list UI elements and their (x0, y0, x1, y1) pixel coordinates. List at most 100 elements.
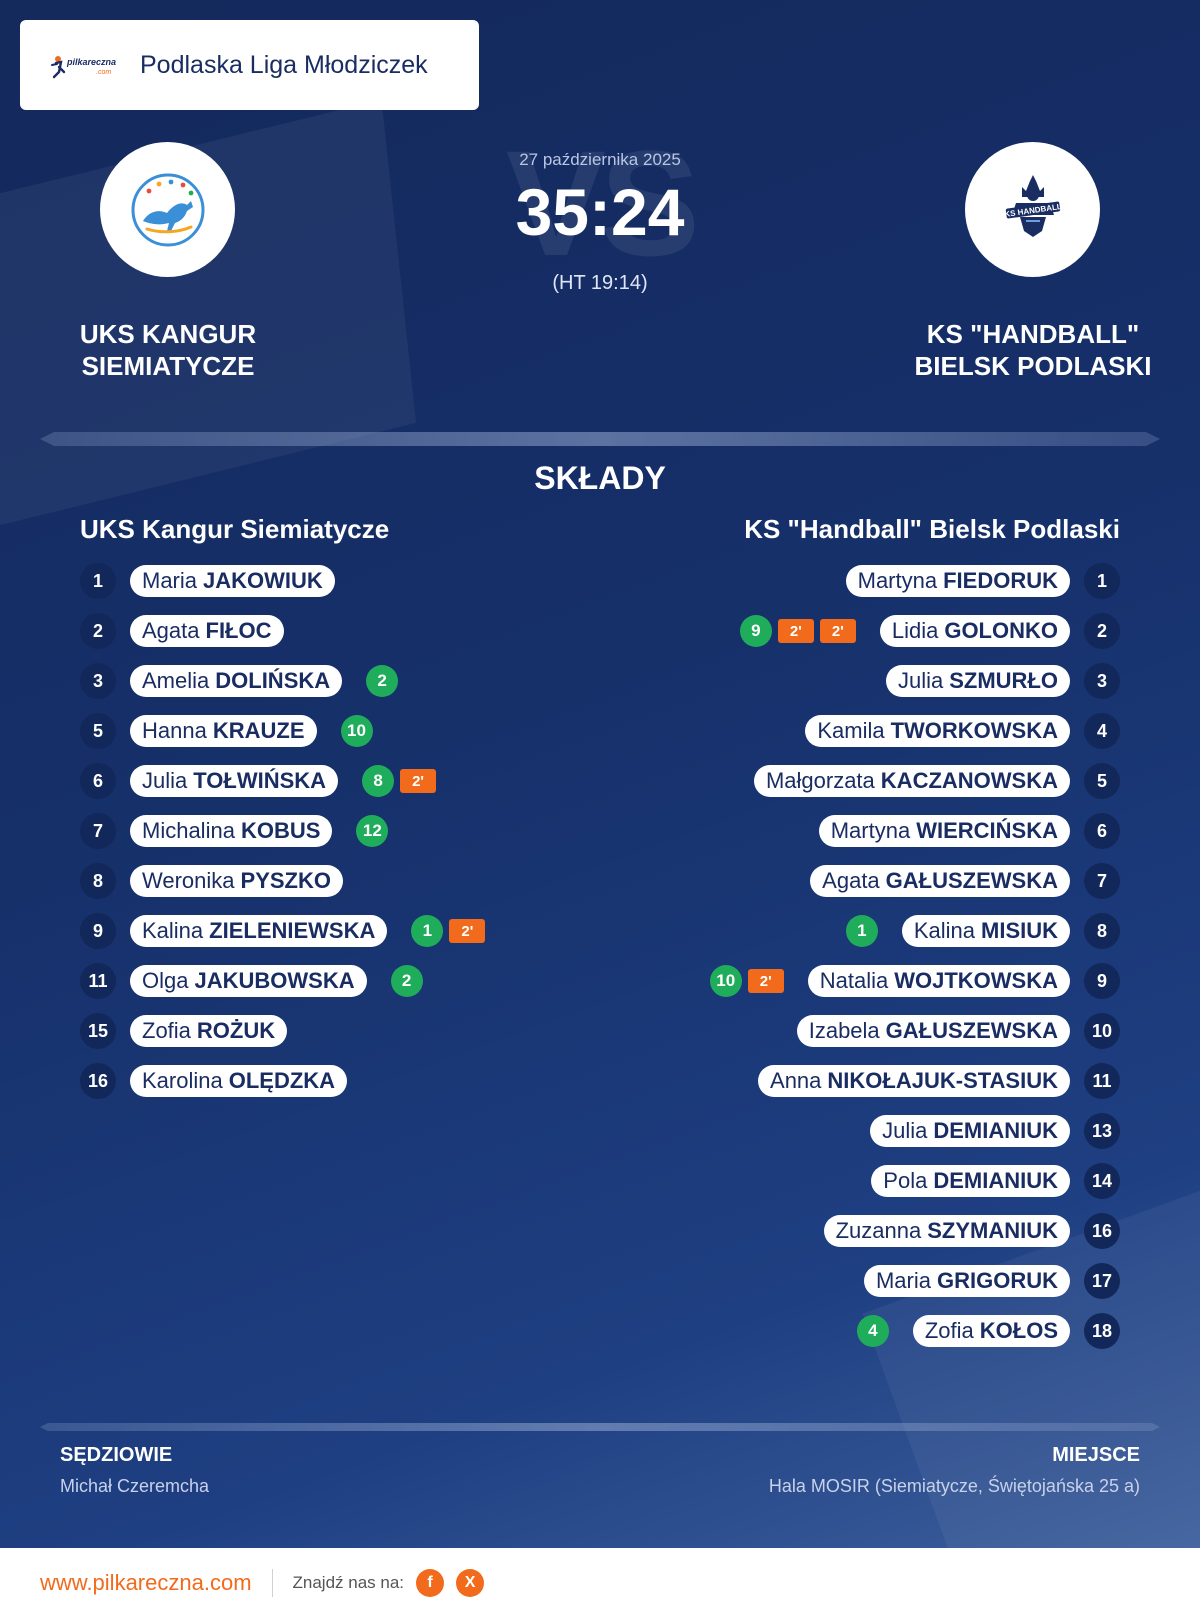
player-name-pill: Agata GAŁUSZEWSKA (810, 865, 1070, 897)
kangaroo-logo-icon (131, 173, 204, 246)
player-number: 7 (80, 813, 116, 849)
player-first-name: Maria (875, 1268, 931, 1293)
x-icon[interactable]: X (456, 1569, 485, 1597)
player-row: Julia DEMIANIUK 13 (600, 1106, 1120, 1156)
player-row: 11 Olga JAKUBOWSKA 2 (80, 956, 600, 1006)
player-name-pill: Natalia WOJTKOWSKA (807, 965, 1070, 997)
player-last-name: SZMURŁO (949, 668, 1058, 693)
player-name-pill: Zofia KOŁOS (912, 1315, 1070, 1347)
player-stats: 2 (366, 665, 399, 697)
goals-badge: 2 (390, 965, 423, 997)
player-stats: 10 2' (709, 965, 784, 997)
player-first-name: Maria (142, 568, 198, 593)
player-last-name: WOJTKOWSKA (894, 968, 1058, 993)
player-number: 2 (1084, 613, 1120, 649)
player-last-name: FIEDORUK (943, 568, 1058, 593)
player-first-name: Lidia (891, 618, 939, 643)
goals-badge: 10 (709, 965, 742, 997)
player-number: 3 (80, 663, 116, 699)
player-row: Anna NIKOŁAJUK-STASIUK 11 (600, 1056, 1120, 1106)
referees-label: SĘDZIOWIE (60, 1444, 173, 1466)
player-name-pill: Kalina MISIUK (901, 915, 1070, 947)
player-number: 10 (1084, 1013, 1120, 1049)
find-us-label: Znajdź nas na: (292, 1573, 405, 1592)
player-first-name: Agata (142, 618, 200, 643)
venue-value: Hala MOSIR (Siemiatycze, Świętojańska 25… (768, 1476, 1140, 1496)
player-number: 17 (1084, 1263, 1120, 1299)
player-last-name: DEMIANIUK (933, 1118, 1058, 1143)
goals-badge: 10 (340, 715, 373, 747)
goals-badge: 1 (411, 915, 444, 947)
player-last-name: GAŁUSZEWSKA (885, 1018, 1058, 1043)
footer: www.pilkareczna.com Znajdź nas na: f X (0, 1548, 1200, 1618)
player-number: 2 (80, 613, 116, 649)
player-first-name: Natalia (819, 968, 889, 993)
player-number: 15 (80, 1013, 116, 1049)
player-name-pill: Michalina KOBUS (130, 815, 333, 847)
footer-url-link[interactable]: www.pilkareczna.com (40, 1570, 252, 1595)
player-row: 5 Hanna KRAUZE 10 (80, 706, 600, 756)
player-first-name: Weronika (142, 868, 235, 893)
player-name-pill: Kalina ZIELENIEWSKA (130, 915, 388, 947)
facebook-icon[interactable]: f (416, 1569, 445, 1597)
player-first-name: Izabela (808, 1018, 880, 1043)
player-number: 8 (1084, 913, 1120, 949)
goals-badge: 9 (739, 615, 772, 647)
player-name-pill: Julia DEMIANIUK (870, 1115, 1070, 1147)
player-row: Martyna FIEDORUK 1 (600, 556, 1120, 606)
player-last-name: DEMIANIUK (933, 1168, 1058, 1193)
player-last-name: TWORKOWSKA (890, 718, 1058, 743)
player-name-pill: Weronika PYSZKO (130, 865, 343, 897)
venue-label: MIEJSCE (1052, 1444, 1140, 1466)
player-row: Agata GAŁUSZEWSKA 7 (600, 856, 1120, 906)
player-row: 3 Amelia DOLIŃSKA 2 (80, 656, 600, 706)
player-last-name: DOLIŃSKA (215, 668, 331, 693)
player-first-name: Julia (882, 1118, 928, 1143)
player-name-pill: Julia TOŁWIŃSKA (130, 765, 339, 797)
player-number: 1 (1084, 563, 1120, 599)
vs-watermark: VS (505, 119, 700, 287)
player-row: 15 Zofia ROŻUK (80, 1006, 600, 1056)
player-first-name: Anna (770, 1068, 822, 1093)
player-last-name: KACZANOWSKA (880, 768, 1058, 793)
player-number: 16 (80, 1063, 116, 1099)
player-last-name: KOŁOS (979, 1318, 1058, 1343)
goals-badge: 1 (845, 915, 878, 947)
player-number: 6 (1084, 813, 1120, 849)
divider (40, 432, 1160, 446)
player-row: Pola DEMIANIUK 14 (600, 1156, 1120, 1206)
player-stats: 1 (845, 915, 878, 947)
player-name-pill: Maria JAKOWIUK (130, 565, 335, 597)
player-name-pill: Hanna KRAUZE (130, 715, 317, 747)
player-last-name: FIŁOC (205, 618, 272, 643)
player-name-pill: Pola DEMIANIUK (871, 1165, 1070, 1197)
goals-badge: 2 (366, 665, 399, 697)
divider (40, 1423, 1160, 1431)
player-row: Zuzanna SZYMANIUK 16 (600, 1206, 1120, 1256)
player-last-name: PYSZKO (240, 868, 331, 893)
player-name-pill: Maria GRIGORUK (863, 1265, 1070, 1297)
player-name-pill: Zofia ROŻUK (130, 1015, 288, 1047)
player-name-pill: Lidia GOLONKO (879, 615, 1070, 647)
away-lineup-title: KS "Handball" Bielsk Podlaski (744, 514, 1120, 544)
player-last-name: KOBUS (240, 818, 321, 843)
match-score: 35:24 (515, 175, 685, 249)
player-first-name: Olga (142, 968, 189, 993)
player-last-name: SZYMANIUK (927, 1218, 1058, 1243)
penalty-badge: 2' (449, 919, 486, 943)
player-last-name: MISIUK (981, 918, 1058, 943)
pilkareczna-logo-icon[interactable]: pilkareczna .com (50, 50, 120, 80)
player-number: 16 (1084, 1213, 1120, 1249)
player-number: 9 (80, 913, 116, 949)
player-row: 9 2' 2' Lidia GOLONKO 2 (600, 606, 1120, 656)
ks-handball-logo-icon: KS HANDBALL (1003, 174, 1062, 237)
player-last-name: OLĘDZKA (228, 1068, 336, 1093)
footer-separator (271, 1569, 273, 1597)
player-last-name: ROŻUK (196, 1018, 276, 1043)
player-name-pill: Kamila TWORKOWSKA (805, 715, 1070, 747)
player-number: 11 (80, 963, 116, 999)
player-first-name: Zuzanna (835, 1218, 922, 1243)
player-row: 10 2' Natalia WOJTKOWSKA 9 (600, 956, 1120, 1006)
player-name-pill: Amelia DOLIŃSKA (130, 665, 343, 697)
player-name-pill: Małgorzata KACZANOWSKA (753, 765, 1070, 797)
